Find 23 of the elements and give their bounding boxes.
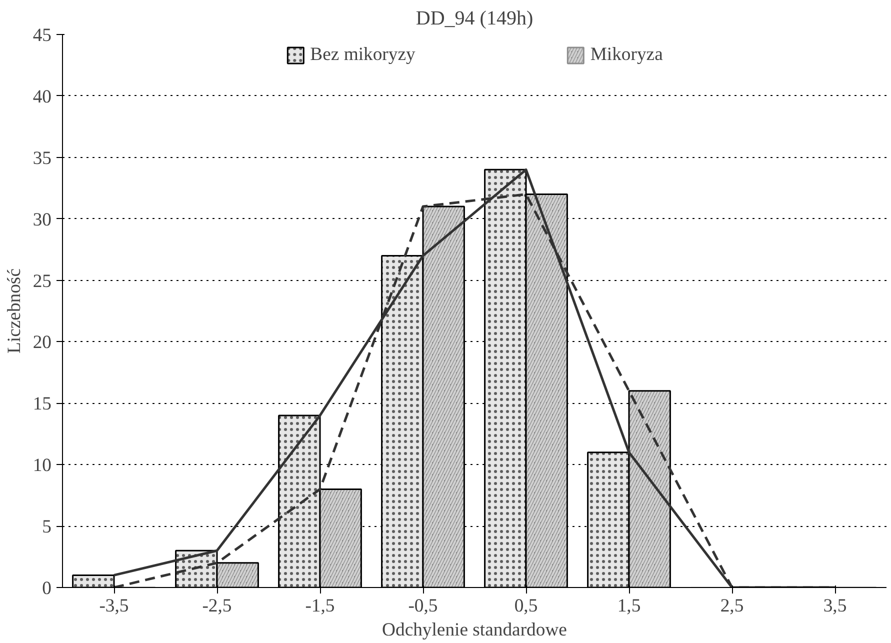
x-tick-label: 1,5	[617, 596, 641, 616]
x-tick-label: 2,5	[720, 596, 744, 616]
y-tick-label: 45	[32, 25, 52, 46]
y-tick-label: 30	[32, 209, 52, 230]
legend-label: Mikoryza	[590, 44, 663, 66]
y-tick-label: 40	[32, 86, 52, 108]
chart-title: DD_94 (149h)	[416, 8, 534, 30]
y-axis-title: Liczebność	[4, 268, 25, 354]
y-tick-label: 25	[32, 270, 52, 292]
x-tick-label: -3,5	[99, 596, 129, 616]
x-tick-label: 3,5	[823, 596, 847, 616]
x-axis-title: Odchylenie standardowe	[382, 620, 567, 640]
y-tick-label: 10	[32, 455, 52, 476]
x-tick-label: -2,5	[202, 596, 232, 616]
y-tick-label: 0	[42, 578, 52, 599]
legend-label: Bez mikoryzy	[310, 44, 416, 66]
y-tick-label: 5	[42, 516, 52, 538]
y-tick-label: 35	[32, 148, 52, 169]
y-tick-label: 15	[32, 394, 52, 415]
x-tick-label: -0,5	[408, 596, 438, 616]
x-tick-label: 0,5	[514, 596, 538, 616]
y-tick-label: 20	[32, 332, 52, 354]
x-tick-label: -1,5	[305, 596, 335, 616]
